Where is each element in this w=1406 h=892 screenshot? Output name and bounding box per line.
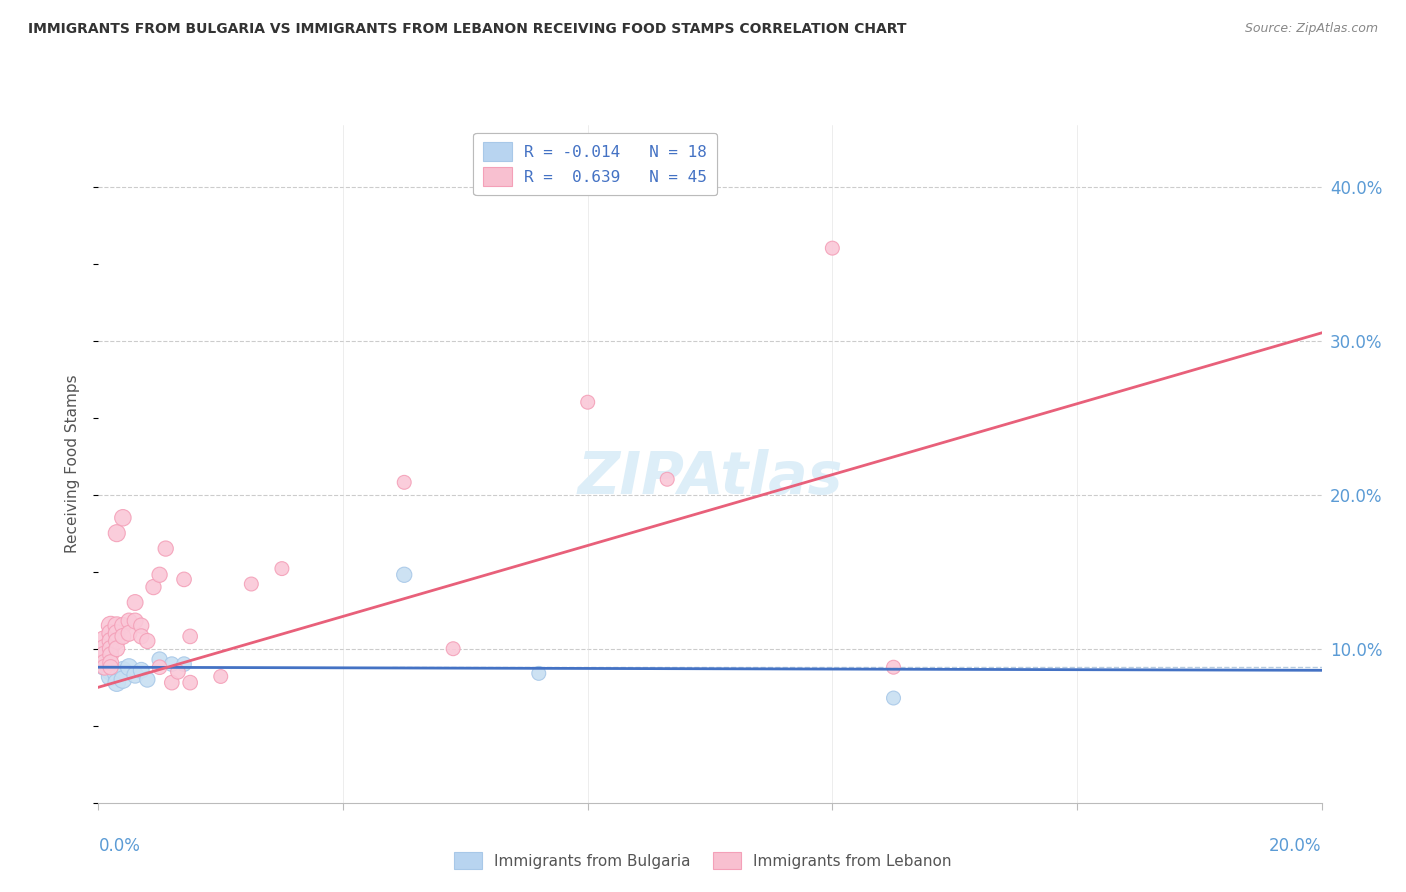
Point [93,648,115,662]
Point [136,634,159,648]
Point [160,657,183,672]
Point [392,567,416,582]
Point [105,526,128,541]
Legend: Immigrants from Bulgaria, Immigrants from Lebanon: Immigrants from Bulgaria, Immigrants fro… [449,846,957,875]
Point [93,656,115,670]
Point [392,475,416,490]
Point [179,675,201,690]
Point [149,567,172,582]
Text: ZIPAtlas: ZIPAtlas [578,449,842,506]
Point [118,626,141,640]
Point [111,510,134,524]
Point [105,618,128,632]
Point [129,618,152,632]
Point [93,649,115,664]
Point [105,641,128,656]
Point [124,595,146,609]
Point [155,541,177,556]
Point [100,634,122,648]
Point [105,675,128,690]
Point [527,666,550,681]
Point [142,580,165,594]
Point [111,673,134,687]
Point [240,577,263,591]
Point [136,673,159,687]
Point [105,634,128,648]
Point [118,614,141,628]
Legend: R = -0.014   N = 18, R =  0.639   N = 45: R = -0.014 N = 18, R = 0.639 N = 45 [474,133,717,195]
Point [93,641,115,656]
Y-axis label: Receiving Food Stamps: Receiving Food Stamps [65,375,80,553]
Point [100,648,122,662]
Point [657,472,679,486]
Point [883,691,905,706]
Text: 0.0%: 0.0% [98,837,141,855]
Point [576,395,599,409]
Point [100,660,122,674]
Point [160,675,183,690]
Point [100,618,122,632]
Point [173,657,195,672]
Point [441,641,464,656]
Text: Source: ZipAtlas.com: Source: ZipAtlas.com [1244,22,1378,36]
Point [124,614,146,628]
Point [111,663,134,677]
Point [129,663,152,677]
Point [100,656,122,670]
Point [100,669,122,683]
Point [93,660,115,674]
Text: IMMIGRANTS FROM BULGARIA VS IMMIGRANTS FROM LEBANON RECEIVING FOOD STAMPS CORREL: IMMIGRANTS FROM BULGARIA VS IMMIGRANTS F… [28,22,907,37]
Point [124,668,146,682]
Point [149,652,172,666]
Point [118,660,141,674]
Text: 20.0%: 20.0% [1270,837,1322,855]
Point [100,641,122,656]
Point [129,629,152,643]
Point [149,660,172,674]
Point [821,241,844,255]
Point [179,629,201,643]
Point [93,634,115,648]
Point [111,629,134,643]
Point [100,626,122,640]
Point [111,618,134,632]
Point [167,665,190,679]
Point [209,669,232,683]
Point [100,663,122,677]
Point [93,657,115,672]
Point [105,666,128,681]
Point [105,626,128,640]
Point [883,660,905,674]
Point [270,561,292,575]
Point [173,573,195,587]
